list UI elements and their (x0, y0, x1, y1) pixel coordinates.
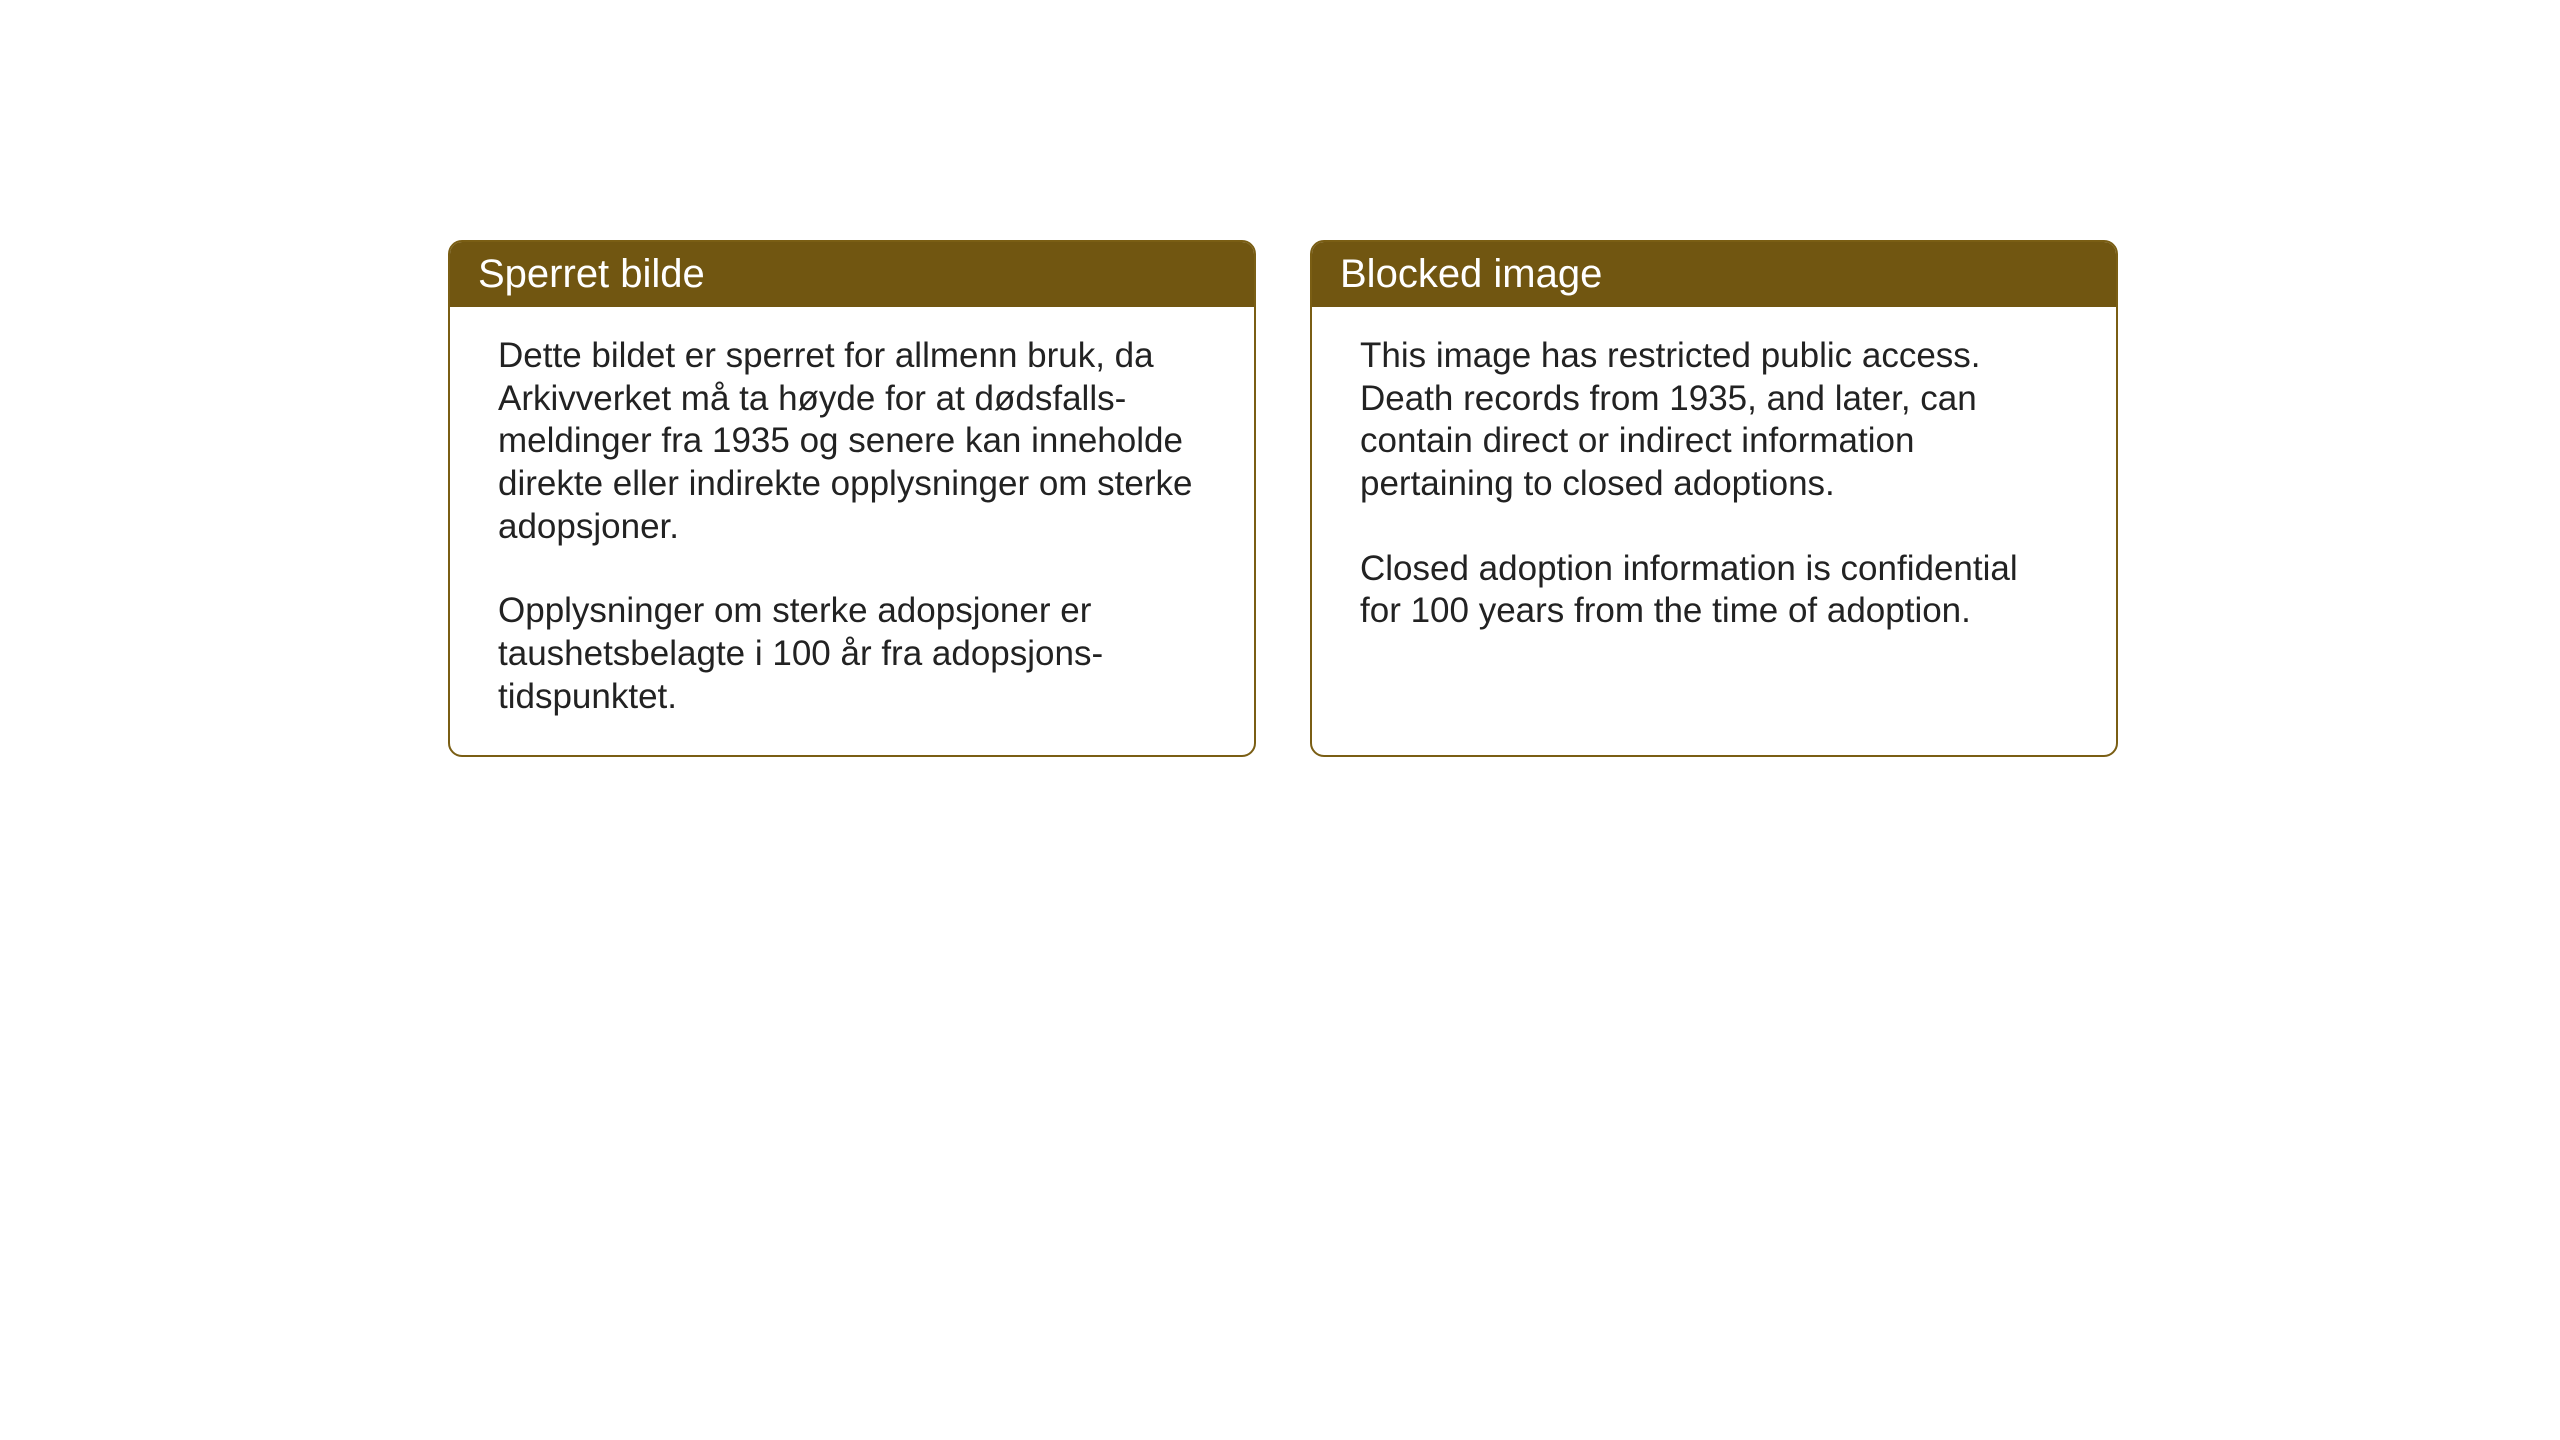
info-box-title: Blocked image (1340, 252, 1602, 296)
info-paragraph: Closed adoption information is confident… (1360, 548, 2068, 633)
info-box-header: Sperret bilde (450, 242, 1254, 307)
info-paragraph: Opplysninger om sterke adopsjoner er tau… (498, 590, 1206, 718)
info-box-english: Blocked image This image has restricted … (1310, 240, 2118, 757)
info-panel-container: Sperret bilde Dette bildet er sperret fo… (448, 240, 2118, 757)
info-box-body: This image has restricted public access.… (1312, 307, 2116, 753)
info-box-norwegian: Sperret bilde Dette bildet er sperret fo… (448, 240, 1256, 757)
info-box-body: Dette bildet er sperret for allmenn bruk… (450, 307, 1254, 755)
info-paragraph: Dette bildet er sperret for allmenn bruk… (498, 335, 1206, 548)
info-paragraph: This image has restricted public access.… (1360, 335, 2068, 506)
info-box-header: Blocked image (1312, 242, 2116, 307)
info-box-title: Sperret bilde (478, 252, 705, 296)
